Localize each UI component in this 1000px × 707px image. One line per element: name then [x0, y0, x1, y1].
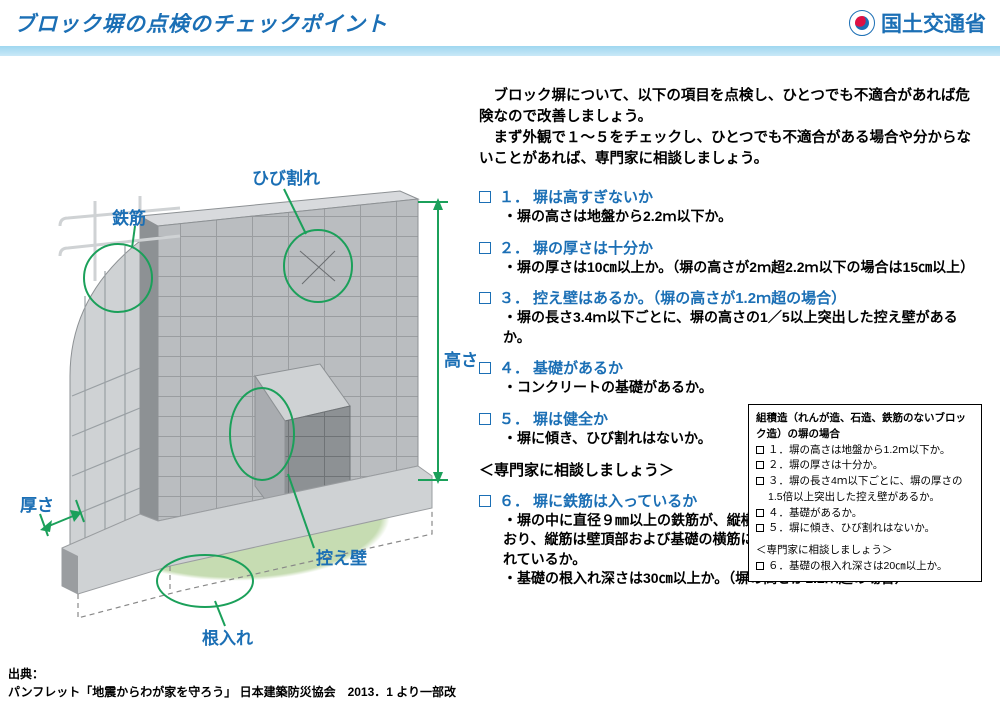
checkbox-small-icon: [756, 446, 764, 454]
accent-divider: [0, 46, 1000, 56]
label-buttress: 控え壁: [316, 544, 367, 569]
diagram-column: ひび割れ 鉄筋 高さ 厚さ 控え壁 根入れ: [0, 56, 475, 676]
checkbox-small-icon: [756, 509, 764, 517]
ministry-name: 国土交通省: [881, 8, 986, 38]
checkbox-icon: [479, 495, 491, 507]
check-head-4: ４．基礎があるか: [479, 357, 982, 378]
sidebox: 組積造（れんが造、石造、鉄筋のないブロック造）の塀の場合 １．塀の高さは地盤から…: [748, 404, 982, 582]
checkbox-small-icon: [756, 524, 764, 532]
label-crack: ひび割れ: [252, 164, 320, 189]
check-body-5: ・塀に傾き、ひび割れはないか。: [479, 429, 739, 449]
check-item-2: ２．塀の厚さは十分か・塀の厚さは10㎝以上か。（塀の高さが2ｍ超2.2ｍ以下の場…: [479, 237, 982, 278]
check-head-1: １．塀は高すぎないか: [479, 186, 982, 207]
label-thickness: 厚さ: [20, 491, 54, 516]
check-body-4: ・コンクリートの基礎があるか。: [479, 378, 739, 398]
sidebox-item-3: ３．塀の長さ4ｍ以下ごとに、塀の厚さの1.5倍以上突出した控え壁があるか。: [756, 474, 974, 506]
check-body-3: ・塀の長さ3.4ｍ以下ごとに、塀の高さの1／5以上突出した控え壁があるか。: [479, 308, 982, 347]
source-citation: 出典： パンフレット「地震からわが家を守ろう」 日本建築防災協会 2013．1 …: [8, 665, 456, 701]
sidebox-item-2: ２．塀の厚さは十分か。: [756, 458, 974, 474]
sidebox-item-1: １．塀の高さは地盤から1.2ｍ以下か。: [756, 443, 974, 459]
intro-text: ブロック塀について、以下の項目を点検し、ひとつでも不適合があれば危険なので改善し…: [479, 86, 982, 170]
text-column: ブロック塀について、以下の項目を点検し、ひとつでも不適合があれば危険なので改善し…: [475, 56, 1000, 676]
check-title-6: 塀に鉄筋は入っているか: [533, 490, 697, 511]
sidebox-item-4: ４．基礎があるか。: [756, 506, 974, 522]
checkbox-icon: [479, 413, 491, 425]
page-title: ブロック塀の点検のチェックポイント: [14, 8, 388, 38]
sidebox-item-5: ５．塀に傾き、ひび割れはないか。: [756, 521, 974, 537]
checkbox-icon: [479, 362, 491, 374]
header-bar: ブロック塀の点検のチェックポイント 国土交通省: [0, 0, 1000, 46]
ministry-logo-icon: [849, 10, 875, 36]
embedment-circle: [157, 555, 253, 607]
checkbox-icon: [479, 191, 491, 203]
checkbox-small-icon: [756, 477, 764, 485]
check-item-4: ４．基礎があるか・コンクリートの基礎があるか。: [479, 357, 982, 398]
sidebox-heading: 組積造（れんが造、石造、鉄筋のないブロック造）の塀の場合: [756, 411, 974, 443]
rebar-leader: [132, 226, 135, 248]
sidebox-item-6: ６．基礎の根入れ深さは20㎝以上か。: [756, 559, 974, 575]
label-rebar: 鉄筋: [112, 204, 146, 229]
check-body-2: ・塀の厚さは10㎝以上か。（塀の高さが2ｍ超2.2ｍ以下の場合は15㎝以上）: [479, 258, 982, 278]
checkbox-icon: [479, 242, 491, 254]
check-head-2: ２．塀の厚さは十分か: [479, 237, 982, 258]
wall-diagram: ひび割れ 鉄筋 高さ 厚さ 控え壁 根入れ: [0, 96, 475, 656]
checkbox-icon: [479, 292, 491, 304]
label-embedment: 根入れ: [202, 624, 253, 649]
checkbox-small-icon: [756, 562, 764, 570]
body-grid: ひび割れ 鉄筋 高さ 厚さ 控え壁 根入れ ブロック塀について、以下の項目を点検…: [0, 56, 1000, 676]
label-height: 高さ: [444, 346, 478, 371]
check-body-1: ・塀の高さは地盤から2.2ｍ以下か。: [479, 207, 982, 227]
ministry-branding: 国土交通省: [849, 8, 986, 38]
check-item-1: １．塀は高すぎないか・塀の高さは地盤から2.2ｍ以下か。: [479, 186, 982, 227]
wall-svg: [0, 96, 475, 656]
check-item-3: ３．控え壁はあるか。（塀の高さが1.2ｍ超の場合）・塀の長さ3.4ｍ以下ごとに、…: [479, 287, 982, 347]
checkbox-small-icon: [756, 461, 764, 469]
height-arrow: [418, 198, 448, 484]
check-num-6: ６．: [499, 490, 529, 511]
sidebox-expert: ＜専門家に相談しましょう＞: [756, 543, 974, 559]
check-head-3: ３．控え壁はあるか。（塀の高さが1.2ｍ超の場合）: [479, 287, 982, 308]
